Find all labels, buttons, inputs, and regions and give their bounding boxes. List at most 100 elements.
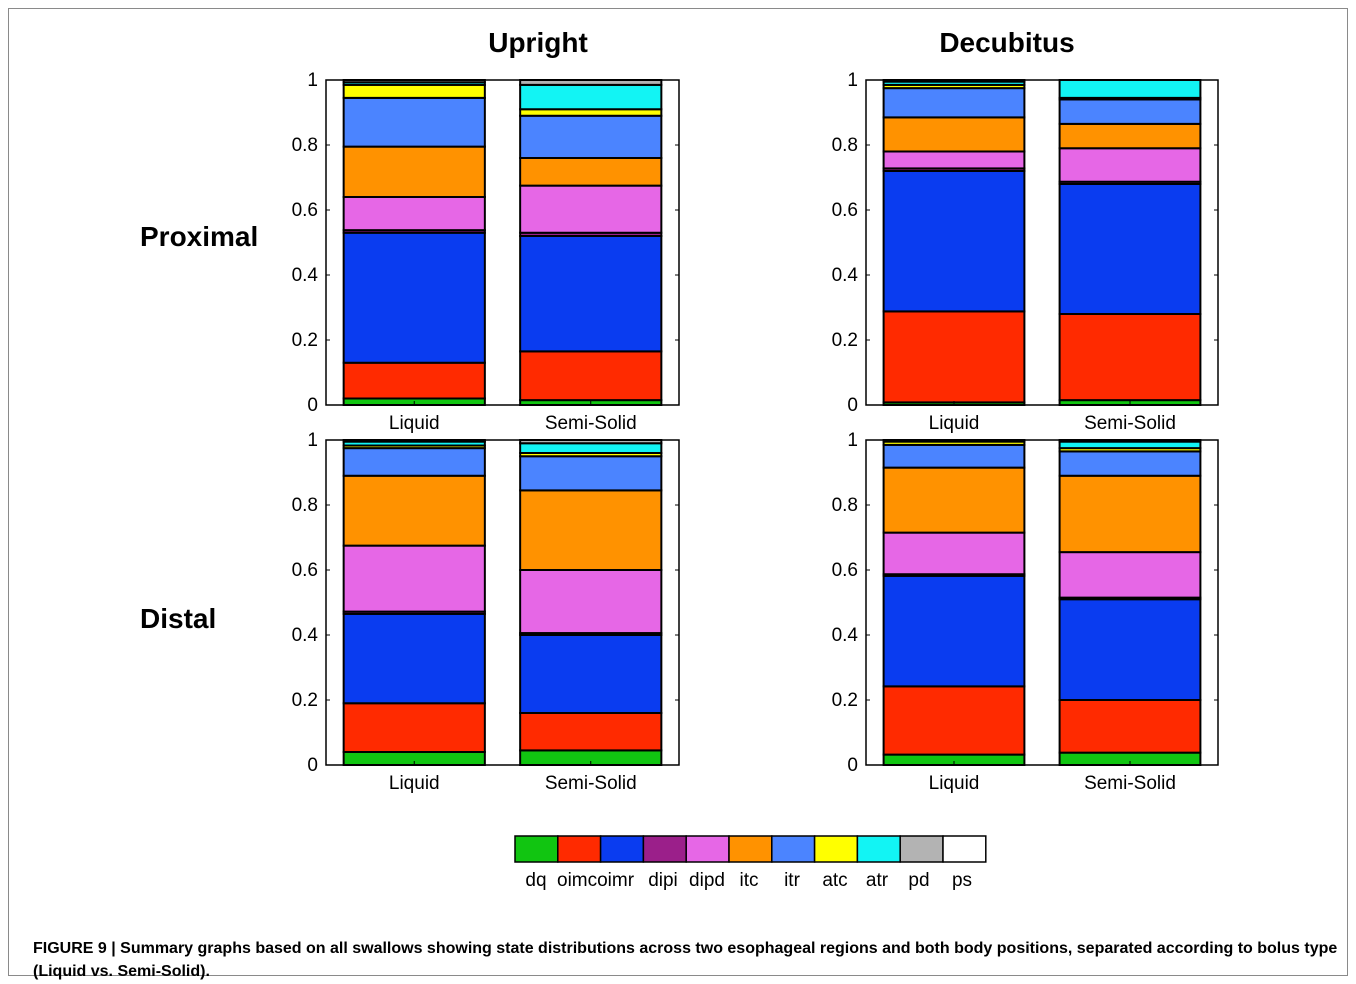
legend-swatch	[728, 835, 773, 863]
y-tick-label: 0.4	[292, 265, 319, 286]
y-tick-label: 0	[847, 395, 858, 416]
x-tick-label: Liquid	[929, 773, 980, 794]
y-tick-label: 0.6	[832, 560, 858, 581]
bar-segment-itc-0	[882, 531, 1026, 576]
x-tick-label: Liquid	[389, 413, 440, 434]
bar-segment-oimcoimr-0	[882, 685, 1026, 756]
y-tick-label: 0.2	[292, 690, 318, 711]
bar-segment-dipi-1	[519, 634, 663, 714]
x-tick-label: Liquid	[389, 773, 440, 794]
legend-swatch	[899, 835, 944, 863]
column-title-decubitus: Decubitus	[939, 27, 1074, 58]
bar-segment-pd-1	[1058, 79, 1202, 99]
bar-segment-atc-0	[882, 87, 1026, 119]
bar-segment-itr-0	[342, 145, 486, 198]
y-tick-label: 0.8	[292, 495, 318, 516]
row-title-distal: Distal	[140, 603, 216, 634]
bar-segment-itr-1	[1058, 474, 1202, 554]
y-tick-label: 0.2	[832, 330, 858, 351]
bar-segment-itr-1	[1058, 122, 1202, 150]
y-tick-label: 1	[847, 70, 858, 91]
chart-panels: Liquid Semi-Solid 0 0.2 0.4 0.6 0.8 1 Liquid Semi…	[292, 70, 1219, 794]
legend-swatch	[599, 835, 645, 863]
legend-label-atr: atr	[866, 870, 889, 891]
x-tick-label: Liquid	[929, 413, 980, 434]
bar-segment-atc-1	[519, 455, 663, 492]
bar-segment-atc-1	[1058, 450, 1202, 477]
bar-segment-atc-0	[342, 96, 486, 148]
y-tick-label: 0.4	[832, 625, 859, 646]
bar-segment-itr-0	[882, 466, 1026, 534]
legend-label-oimcoimr: oimcoimr	[557, 870, 635, 891]
x-tick-label: Semi-Solid	[545, 773, 637, 794]
legend: dq oimcoimr dipi dipd itc itr atc atr pd ps	[514, 835, 987, 891]
y-tick-label: 1	[847, 430, 858, 451]
y-tick-label: 0	[307, 395, 318, 416]
axes-box	[865, 79, 1219, 406]
legend-label-itc: itc	[740, 870, 759, 891]
legend-label-pd: pd	[908, 870, 929, 891]
bar-segment-itc-1	[519, 184, 663, 234]
legend-swatch	[557, 835, 602, 863]
bar-segment-itr-0	[882, 116, 1026, 153]
bar-segment-itr-1	[519, 489, 663, 571]
bar-segment-oimcoimr-1	[519, 712, 663, 752]
bar-segment-itc-0	[882, 150, 1026, 170]
y-tick-label: 0.8	[832, 135, 858, 156]
y-tick-label: 0.4	[292, 625, 319, 646]
bar-segment-atc-0	[882, 443, 1026, 469]
y-tick-label: 0.2	[292, 330, 318, 351]
y-tick-label: 0.4	[832, 265, 859, 286]
x-tick-label: Semi-Solid	[545, 413, 637, 434]
legend-swatch	[514, 835, 559, 863]
chart-panel-3: Liquid Semi-Solid 0 0.2 0.4 0.6 0.8 1	[832, 430, 1219, 794]
legend-label-ps: ps	[952, 870, 972, 891]
bar-segment-atc-1	[1058, 98, 1202, 125]
bar-segment-atr-0	[342, 83, 486, 99]
bar-segment-dipi-1	[1058, 183, 1202, 315]
panel-titles: Upright Decubitus Proximal Distal	[140, 27, 1075, 634]
y-tick-label: 0	[307, 755, 318, 776]
x-tick-label: Semi-Solid	[1084, 413, 1176, 434]
y-tick-label: 1	[307, 70, 318, 91]
axes-box	[325, 79, 680, 406]
y-tick-label: 0.8	[832, 495, 858, 516]
bar-segment-oimcoimr-0	[882, 310, 1026, 404]
bar-segment-dipi-0	[882, 170, 1026, 313]
bar-segment-dipi-1	[1058, 598, 1202, 701]
axes-box	[325, 439, 680, 766]
y-tick-label: 0.2	[832, 690, 858, 711]
legend-swatch	[771, 835, 816, 863]
bar-segment-itc-1	[519, 569, 663, 635]
y-tick-label: 1	[307, 430, 318, 451]
y-tick-label: 0.6	[292, 200, 318, 221]
legend-swatch	[856, 835, 901, 863]
axes-box	[865, 439, 1219, 766]
bar-segment-oimcoimr-1	[519, 350, 663, 402]
bar-segment-itc-1	[1058, 551, 1202, 599]
chart-panel-0: Liquid Semi-Solid 0 0.2 0.4 0.6 0.8 1	[292, 70, 680, 434]
bar-segment-oimcoimr-0	[342, 361, 486, 400]
bar-segment-pd-1	[519, 83, 663, 111]
bar-segment-oimcoimr-0	[342, 702, 486, 753]
bar-segment-dipi-0	[882, 574, 1026, 688]
bar-segment-itc-0	[342, 196, 486, 232]
figure-canvas: Upright Decubitus Proximal Distal Liquid Sem…	[140, 27, 1219, 891]
legend-swatch	[642, 835, 687, 863]
legend-label-atc: atc	[822, 870, 847, 891]
legend-swatch	[942, 835, 987, 863]
y-tick-label: 0	[847, 755, 858, 776]
bar-segment-oimcoimr-1	[1058, 313, 1202, 402]
bar-segment-atc-0	[342, 447, 486, 477]
y-tick-label: 0.6	[832, 200, 858, 221]
legend-label-dipd: dipd	[689, 870, 725, 891]
bar-segment-pd-1	[519, 442, 663, 454]
bar-segment-dipi-1	[519, 235, 663, 353]
legend-label-dq: dq	[525, 870, 546, 891]
bar-segment-dipi-0	[342, 231, 486, 364]
x-tick-label: Semi-Solid	[1084, 773, 1176, 794]
y-tick-label: 0.8	[292, 135, 318, 156]
bar-segment-itc-0	[342, 544, 486, 613]
legend-label-dipi: dipi	[648, 870, 678, 891]
figure-caption: FIGURE 9 | Summary graphs based on all s…	[33, 940, 1338, 980]
